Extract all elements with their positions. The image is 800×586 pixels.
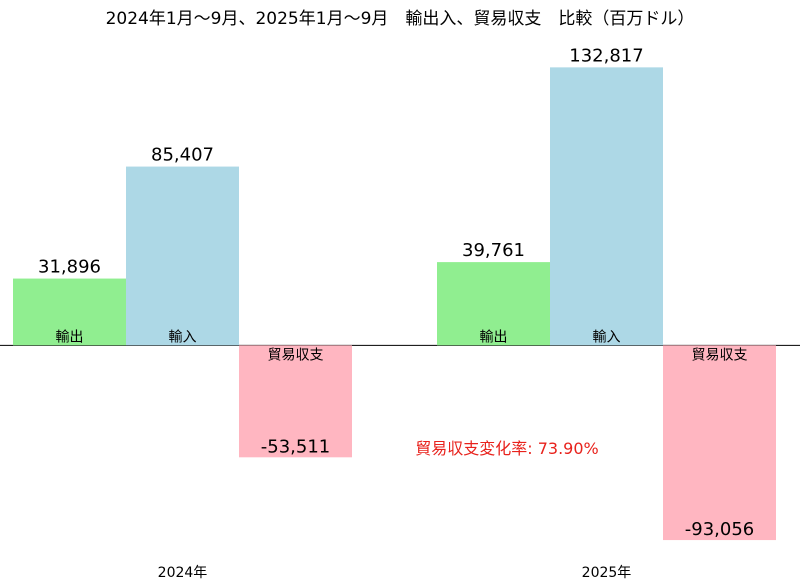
category-label-2024年-貿易収支: 貿易収支: [268, 347, 324, 363]
bar-2025年-貿易収支: [663, 345, 776, 541]
value-label-2025年-貿易収支: -93,056: [685, 519, 754, 540]
bar-2025年-輸入: [550, 67, 663, 346]
bar-2024年-輸出: [13, 278, 126, 346]
value-label-2024年-輸入: 85,407: [151, 145, 214, 166]
value-label-2024年-輸出: 31,896: [38, 257, 101, 278]
bar-2024年-貿易収支: [239, 345, 352, 458]
value-label-2024年-貿易収支: -53,511: [261, 436, 330, 457]
value-label-2025年-輸入: 132,817: [569, 45, 643, 66]
category-label-2025年-貿易収支: 貿易収支: [692, 347, 748, 363]
category-label-2025年-輸入: 輸入: [593, 329, 621, 345]
bar-2024年-輸入: [126, 166, 239, 346]
chart-title: 2024年1月～9月、2025年1月～9月 輸出入、貿易収支 比較（百万ドル）: [105, 9, 695, 29]
value-label-2025年-輸出: 39,761: [462, 240, 525, 261]
category-label-2024年-輸入: 輸入: [169, 329, 197, 345]
x-tick-label-2024年: 2024年: [158, 565, 208, 581]
bar-2025年-輸出: [437, 262, 550, 346]
category-label-2025年-輸出: 輸出: [480, 329, 508, 345]
bars-layer: 31,896 輸出 85,407 輸入 -53,511 貿易収支 2024年 39,761 輸出…: [13, 45, 776, 581]
change-rate-annotation: 貿易収支変化率: 73.90%: [415, 439, 599, 458]
category-label-2024年-輸出: 輸出: [56, 329, 84, 345]
x-tick-label-2025年: 2025年: [582, 565, 632, 581]
